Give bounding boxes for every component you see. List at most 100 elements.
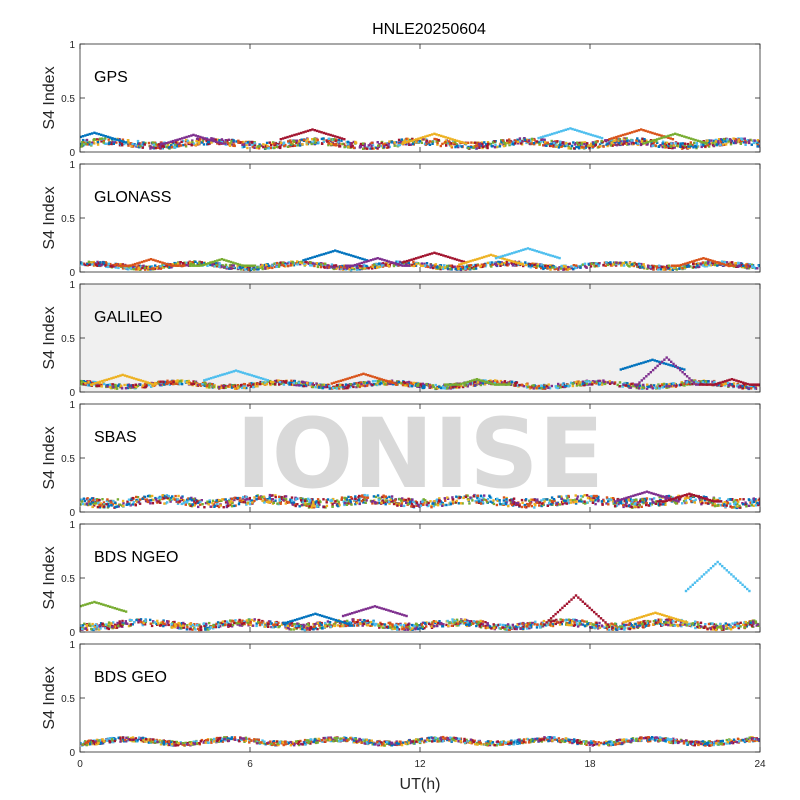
data-point	[144, 385, 147, 389]
data-point	[110, 142, 113, 146]
data-point	[141, 146, 144, 149]
data-point	[490, 145, 494, 148]
data-point	[561, 266, 565, 269]
data-point	[81, 143, 84, 146]
data-point	[334, 264, 338, 267]
data-point	[673, 146, 676, 149]
data-point	[113, 384, 116, 387]
data-point	[253, 146, 256, 149]
data-point	[253, 385, 257, 388]
data-point	[304, 383, 308, 387]
data-point	[756, 139, 760, 142]
feature-point	[683, 368, 686, 371]
data-point	[102, 261, 105, 264]
data-point	[467, 141, 470, 144]
data-point	[623, 138, 626, 142]
data-point	[451, 140, 455, 143]
data-point	[107, 265, 110, 269]
data-point	[131, 142, 134, 146]
feature-point	[168, 263, 171, 266]
data-point	[269, 146, 272, 150]
data-point	[747, 267, 751, 270]
data-point	[129, 386, 132, 390]
data-point	[755, 140, 758, 143]
feature-point	[717, 382, 720, 385]
data-point	[468, 502, 471, 505]
data-point	[284, 381, 288, 384]
data-point	[153, 381, 157, 385]
data-point	[288, 383, 291, 386]
data-point	[467, 267, 470, 271]
data-point	[252, 383, 255, 386]
feature-point	[448, 383, 451, 386]
data-point	[303, 262, 306, 265]
feature-point	[130, 376, 133, 379]
data-point	[496, 380, 499, 384]
data-point	[332, 264, 336, 267]
data-point	[560, 145, 563, 148]
feature-point	[330, 382, 333, 385]
data-point	[450, 264, 454, 267]
feature-point	[503, 257, 506, 261]
data-point	[752, 385, 755, 388]
data-point	[293, 144, 297, 147]
data-point	[243, 385, 246, 388]
data-point	[371, 265, 374, 268]
data-point	[289, 139, 292, 142]
feature-point	[701, 383, 704, 386]
feature-point	[689, 137, 693, 140]
feature-point	[139, 379, 142, 382]
data-point	[230, 140, 233, 143]
feature-point	[399, 263, 402, 267]
data-point	[425, 262, 429, 265]
data-point	[673, 382, 676, 385]
data-point	[414, 384, 417, 387]
feature-point	[318, 130, 321, 133]
feature-point	[748, 383, 752, 386]
data-point	[129, 384, 132, 387]
data-point	[246, 141, 250, 144]
feature-point	[636, 383, 639, 386]
data-point	[296, 263, 299, 266]
data-point	[327, 143, 330, 147]
data-point	[145, 266, 148, 269]
data-point	[706, 144, 709, 147]
feature-point	[223, 372, 226, 376]
data-point	[719, 138, 723, 141]
data-point	[649, 265, 652, 269]
feature-point	[672, 362, 675, 366]
feature-point	[327, 251, 330, 254]
feature-point	[433, 132, 436, 135]
data-point	[320, 142, 324, 145]
feature-point	[655, 133, 659, 136]
data-point	[256, 385, 259, 388]
data-point	[210, 141, 213, 144]
data-point	[149, 265, 152, 269]
data-point	[726, 138, 729, 141]
data-point	[257, 147, 261, 150]
data-point	[541, 138, 544, 141]
feature-point	[220, 258, 224, 261]
data-point	[317, 384, 321, 387]
data-point	[557, 382, 560, 386]
panel-background	[80, 164, 760, 272]
data-point	[613, 382, 616, 385]
data-point	[434, 263, 438, 266]
feature-point	[649, 371, 652, 374]
feature-point	[619, 134, 622, 137]
feature-point	[451, 138, 454, 141]
data-point	[545, 384, 549, 388]
data-point	[348, 268, 351, 271]
data-point	[266, 267, 269, 270]
data-point	[200, 262, 203, 266]
data-point	[493, 146, 497, 149]
data-point	[483, 264, 486, 267]
data-point	[319, 386, 323, 389]
data-point	[596, 264, 599, 267]
feature-point	[216, 259, 219, 262]
feature-point	[102, 134, 105, 137]
data-point	[439, 144, 442, 148]
data-point	[654, 265, 657, 268]
data-point	[219, 265, 223, 268]
data-point	[344, 387, 347, 390]
